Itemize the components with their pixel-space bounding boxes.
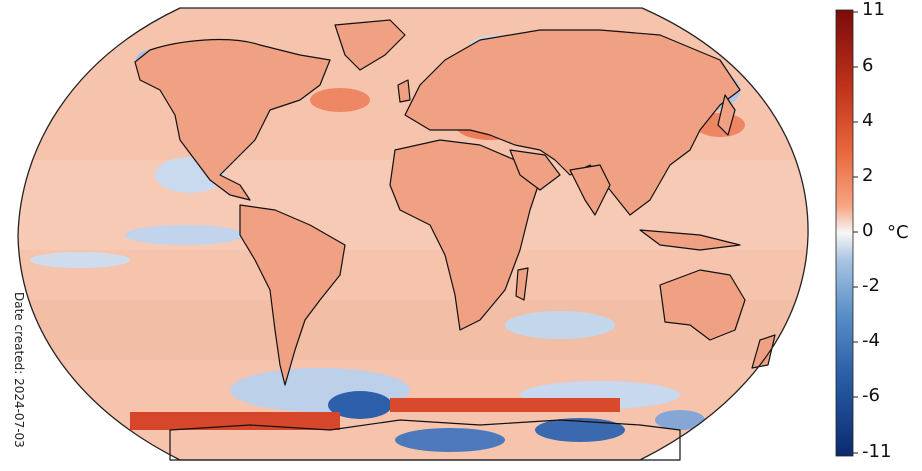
strong-cold-patch: [395, 428, 505, 452]
colorbar-tick-label: 0: [862, 222, 873, 240]
colorbar-tick-label: 4: [862, 112, 873, 130]
warm-patch: [310, 88, 370, 112]
colorbar-tick-label: -6: [862, 387, 880, 405]
colorbar-tick-label: -2: [862, 277, 880, 295]
colorbar-tick-label: -4: [862, 332, 880, 350]
colorbar-tick-label: 2: [862, 167, 873, 185]
cold-patch: [125, 225, 245, 245]
colorbar: [836, 10, 853, 456]
colorbar-unit: °C: [887, 222, 909, 243]
cold-patch: [505, 311, 615, 339]
colorbar-ticks: [853, 12, 858, 453]
cold-patch: [655, 410, 705, 430]
date-created-label: Date created: 2024-07-03: [12, 292, 26, 448]
colorbar-tick-label: 6: [862, 57, 873, 75]
strong-warm-band: [130, 412, 340, 430]
colorbar-tick-label: -11: [862, 443, 891, 461]
colorbar-tick-label: 11: [862, 1, 885, 19]
strong-warm-band: [390, 398, 620, 412]
cold-patch: [30, 252, 130, 268]
